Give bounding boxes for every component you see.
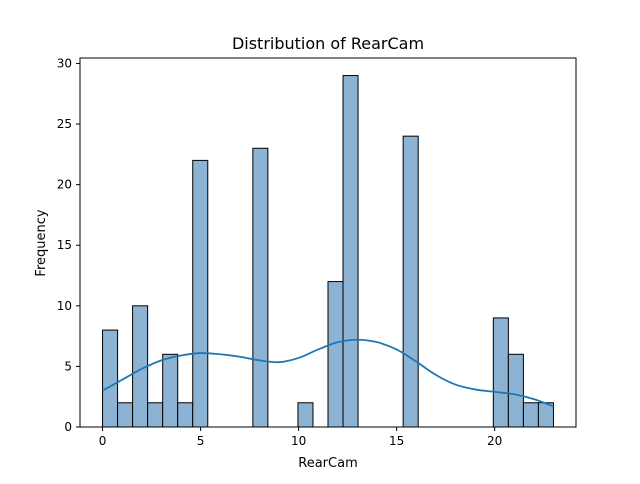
- histogram-bar: [177, 402, 194, 428]
- histogram-bar: [117, 402, 134, 428]
- y-tick-label: 25: [57, 117, 72, 131]
- histogram-bar: [327, 281, 344, 428]
- axes-layer: [79, 57, 577, 428]
- y-tick-label: 30: [57, 56, 72, 70]
- y-tick-label: 15: [57, 238, 72, 252]
- x-tick-label: 5: [197, 434, 205, 448]
- histogram-bar: [102, 329, 119, 428]
- y-tick-label: 20: [57, 178, 72, 192]
- x-tick-label: 10: [291, 434, 306, 448]
- y-axis-ticks: 0 5 10 15 20 25 30: [57, 56, 80, 434]
- y-tick-label: 5: [64, 359, 72, 373]
- y-tick-label: 0: [64, 420, 72, 434]
- y-axis-label: Frequency: [34, 209, 49, 276]
- x-axis-ticks: 0 5 10 15 20: [99, 427, 502, 448]
- plot-frame: [79, 57, 577, 428]
- histogram-bar: [297, 402, 314, 428]
- y-tick-label: 10: [57, 299, 72, 313]
- histogram-bar: [252, 147, 269, 428]
- histogram-bar: [162, 353, 179, 428]
- x-axis-label: RearCam: [298, 456, 357, 471]
- x-tick-label: 20: [487, 434, 502, 448]
- chart-title: Distribution of RearCam: [232, 34, 424, 53]
- histogram-bar: [342, 75, 359, 428]
- x-tick-label: 15: [389, 434, 404, 448]
- histogram-bar: [492, 317, 509, 428]
- histogram-bar: [192, 159, 209, 428]
- bars-layer: [102, 75, 554, 428]
- x-tick-label: 0: [99, 434, 107, 448]
- kde-line: [102, 338, 554, 408]
- histogram-bar: [522, 402, 539, 428]
- histogram-bar: [147, 402, 164, 428]
- histogram-bar: [507, 353, 524, 428]
- histogram-bar: [402, 135, 419, 428]
- kde-layer: [102, 338, 554, 408]
